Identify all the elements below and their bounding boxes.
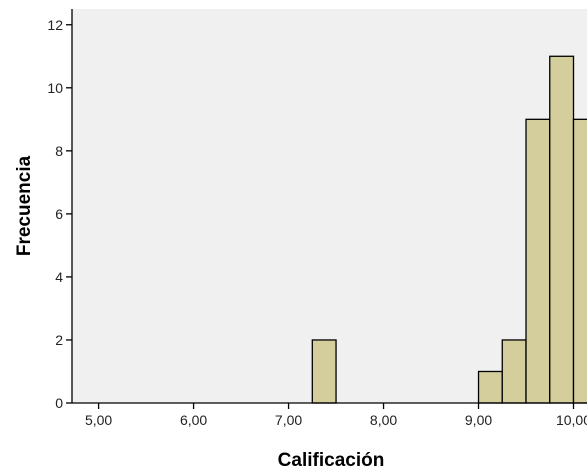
histogram-bar-6 [572, 118, 587, 404]
x-tick-label: 8,00 [370, 412, 397, 428]
x-tick-label: 6,00 [180, 412, 207, 428]
y-tick-label: 4 [55, 269, 63, 285]
histogram-bar-3 [501, 339, 527, 404]
plot-area [72, 9, 587, 403]
x-tick-label: 10,00 [556, 412, 587, 428]
histogram-bar-4 [525, 118, 551, 404]
y-axis-ticks: 0 2 4 6 8 10 12 [47, 17, 72, 411]
x-axis-title: Calificación [278, 450, 385, 470]
y-tick-label: 2 [55, 332, 63, 348]
bars-group [311, 55, 587, 404]
histogram-bar-5 [549, 55, 575, 404]
y-tick-label: 12 [47, 17, 63, 33]
y-tick-label: 8 [55, 143, 63, 159]
histogram-bar-1 [311, 339, 337, 404]
y-axis-title: Frecuencia [14, 155, 35, 256]
y-tick-label: 6 [55, 206, 63, 222]
histogram-bar-2 [477, 370, 503, 404]
y-tick-label: 10 [47, 80, 63, 96]
x-axis-ticks: 5,00 6,00 7,00 8,00 9,00 10,00 [85, 403, 587, 428]
x-tick-label: 9,00 [465, 412, 492, 428]
x-tick-label: 5,00 [85, 412, 112, 428]
x-tick-label: 7,00 [275, 412, 302, 428]
y-tick-label: 0 [55, 395, 63, 411]
